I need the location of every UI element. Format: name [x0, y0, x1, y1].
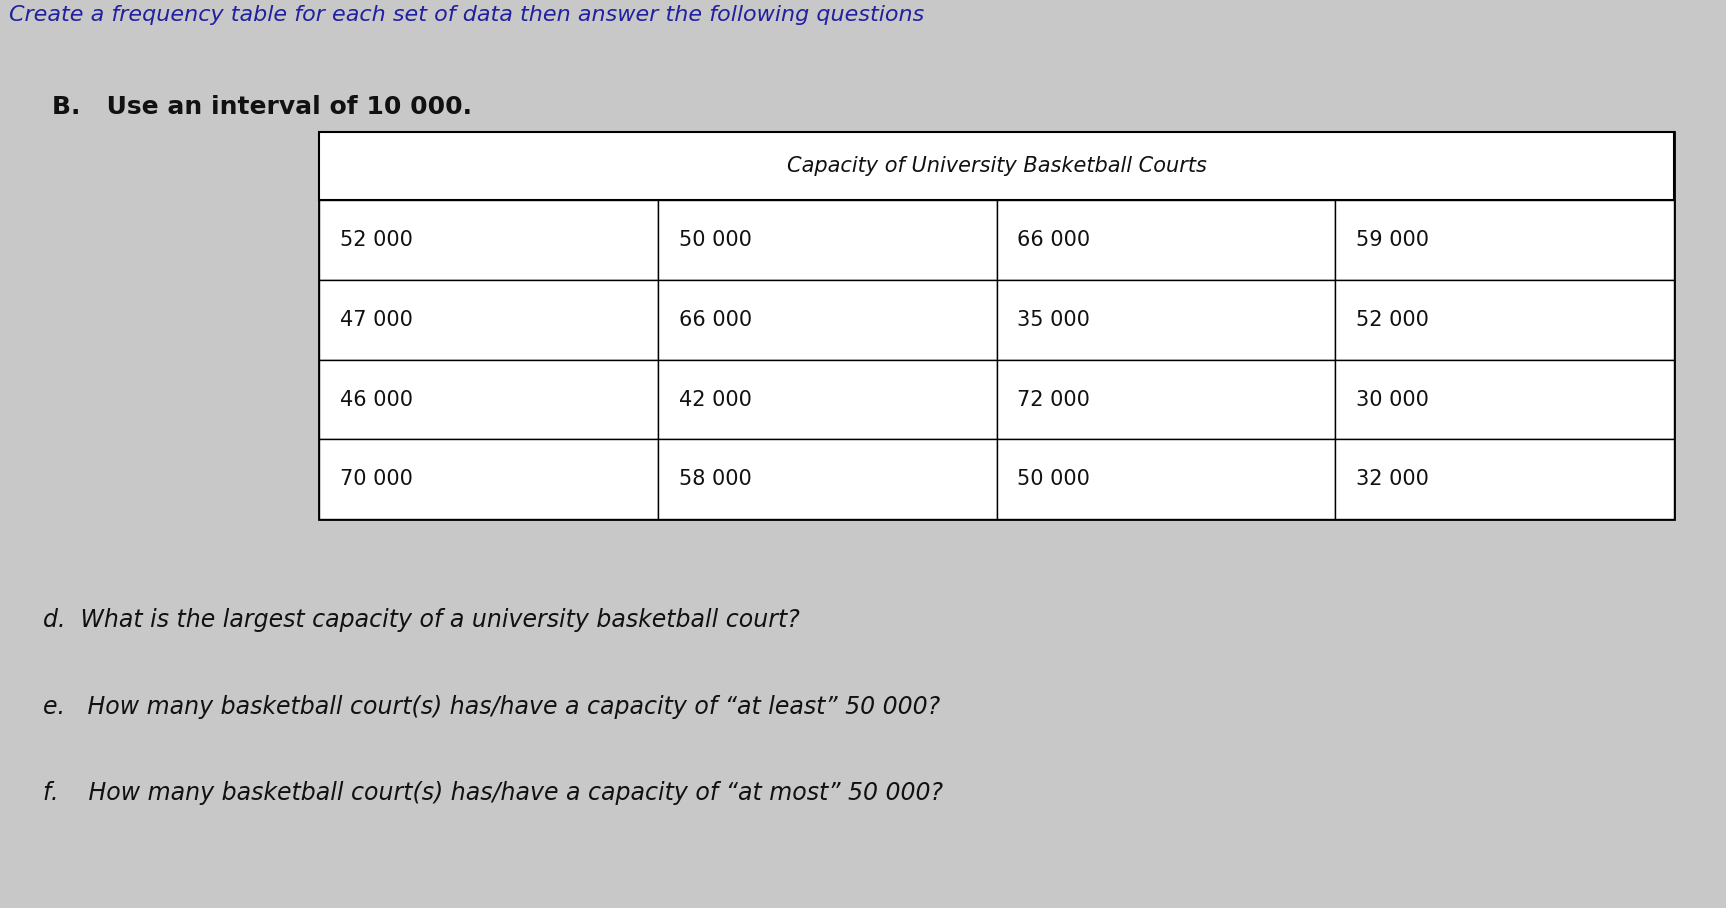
Text: 52 000: 52 000 [1357, 310, 1429, 330]
Text: 50 000: 50 000 [1018, 469, 1091, 489]
Text: 52 000: 52 000 [340, 230, 413, 250]
Text: 50 000: 50 000 [678, 230, 751, 250]
Text: 32 000: 32 000 [1357, 469, 1429, 489]
Text: f.    How many basketball court(s) has/have a capacity of “at most” 50 000?: f. How many basketball court(s) has/have… [43, 781, 942, 804]
Text: e.   How many basketball court(s) has/have a capacity of “at least” 50 000?: e. How many basketball court(s) has/have… [43, 695, 941, 718]
Text: 30 000: 30 000 [1357, 390, 1429, 410]
Text: Create a frequency table for each set of data then answer the following question: Create a frequency table for each set of… [9, 5, 923, 25]
Text: 58 000: 58 000 [678, 469, 751, 489]
Text: 59 000: 59 000 [1357, 230, 1429, 250]
Text: B.   Use an interval of 10 000.: B. Use an interval of 10 000. [52, 95, 471, 119]
Text: Capacity of University Basketball Courts: Capacity of University Basketball Courts [787, 155, 1206, 176]
Text: 66 000: 66 000 [678, 310, 753, 330]
Text: d.  What is the largest capacity of a university basketball court?: d. What is the largest capacity of a uni… [43, 608, 799, 632]
Text: 42 000: 42 000 [678, 390, 751, 410]
Text: 70 000: 70 000 [340, 469, 413, 489]
Text: 72 000: 72 000 [1018, 390, 1091, 410]
Text: 47 000: 47 000 [340, 310, 413, 330]
Text: 46 000: 46 000 [340, 390, 413, 410]
Text: 66 000: 66 000 [1018, 230, 1091, 250]
Text: 35 000: 35 000 [1018, 310, 1091, 330]
